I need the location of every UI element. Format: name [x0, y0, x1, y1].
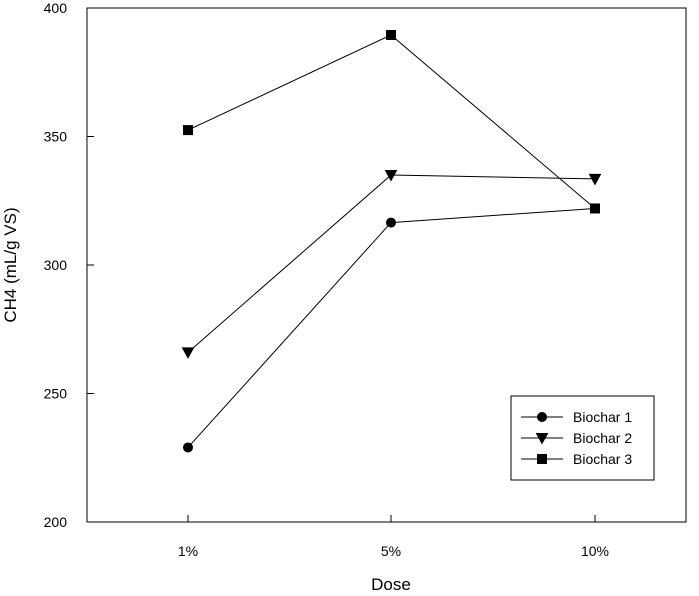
series-3 — [183, 29, 600, 214]
legend-item: Biochar 3 — [521, 451, 632, 467]
x-axis-title: Dose — [371, 575, 411, 594]
data-point — [386, 217, 396, 228]
x-axis: 1% 5% 10% — [178, 515, 609, 559]
legend-label: Biochar 1 — [573, 409, 632, 425]
y-axis: 200 250 300 350 400 — [44, 0, 94, 530]
x-tick-label: 10% — [581, 543, 609, 559]
y-axis-title: CH4 (mL/g VS) — [1, 207, 20, 322]
series-layer — [181, 29, 602, 453]
data-point — [386, 29, 396, 40]
legend-marker — [535, 433, 549, 445]
legend-item: Biochar 2 — [521, 430, 632, 446]
y-tick-label: 350 — [44, 129, 68, 145]
series-2 — [181, 170, 602, 359]
x-tick-label: 5% — [381, 543, 401, 559]
legend-item: Biochar 1 — [521, 409, 632, 425]
y-tick-label: 250 — [44, 386, 68, 402]
legend-marker — [537, 412, 547, 422]
legend-marker — [537, 454, 547, 464]
legend-label: Biochar 2 — [573, 430, 632, 446]
y-tick-label: 200 — [44, 514, 68, 530]
legend-label: Biochar 3 — [573, 451, 632, 467]
legend: Biochar 1 Biochar 2 Biochar 3 — [510, 395, 655, 481]
data-point — [183, 125, 193, 136]
data-point — [181, 347, 195, 359]
legend-items: Biochar 1 Biochar 2 Biochar 3 — [521, 409, 632, 467]
x-tick-label: 1% — [178, 543, 198, 559]
series-line — [187, 34, 596, 209]
data-point — [588, 173, 602, 186]
data-point — [590, 203, 600, 214]
data-point — [384, 170, 398, 182]
series-line — [187, 174, 596, 353]
data-point — [183, 442, 193, 453]
y-tick-label: 300 — [44, 257, 68, 273]
y-tick-label: 400 — [44, 0, 68, 16]
